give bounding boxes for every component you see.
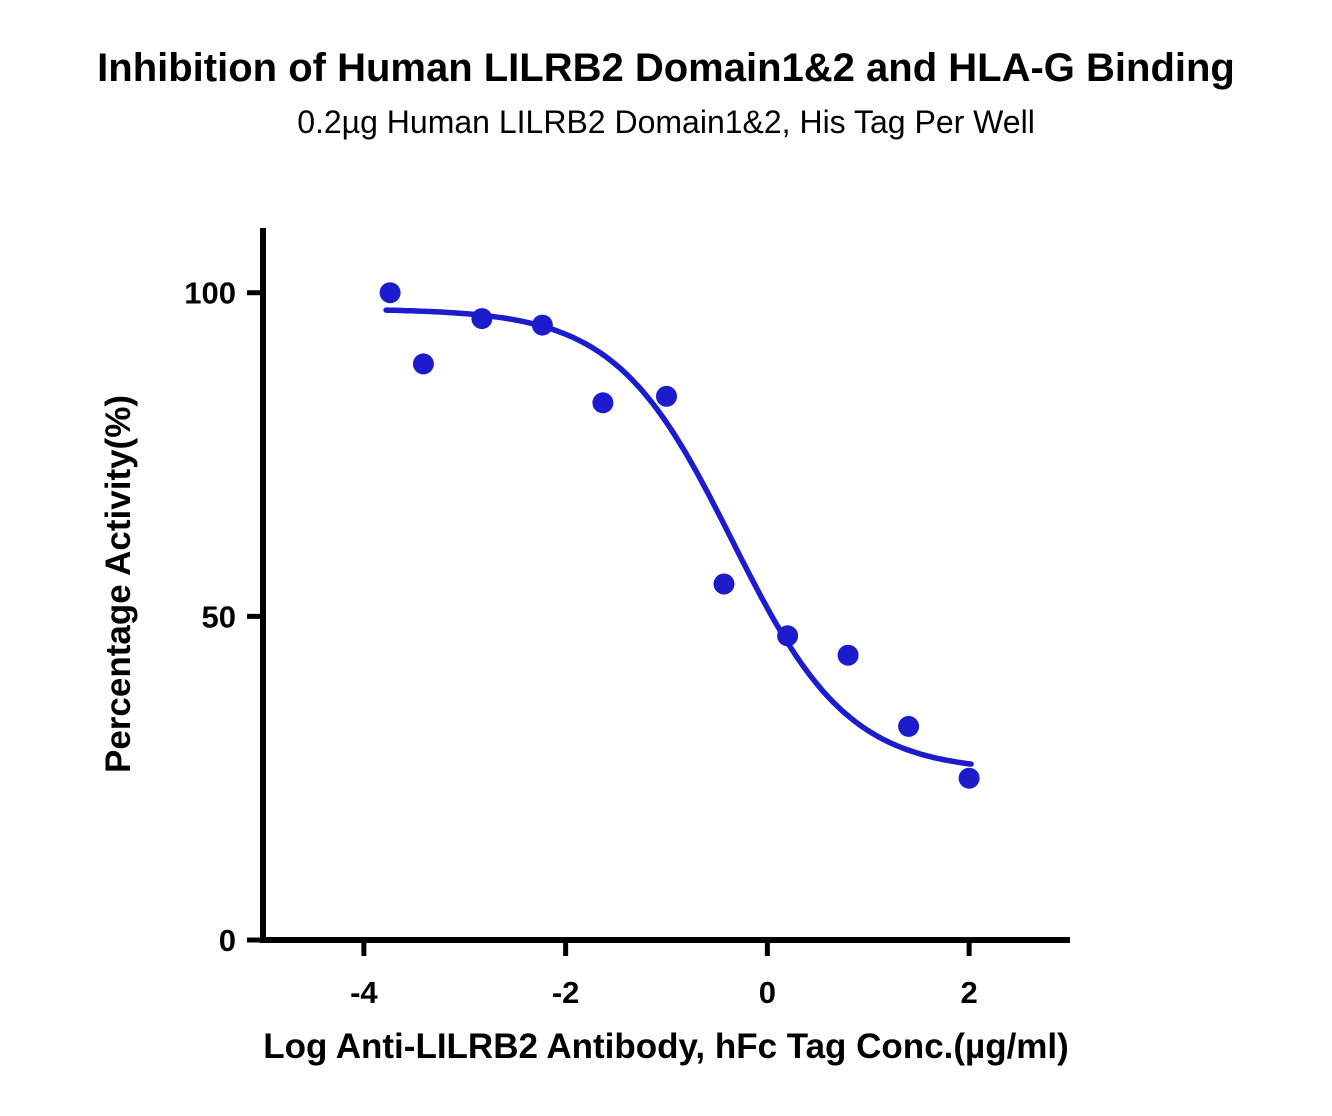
data-point	[471, 308, 493, 330]
y-tick-label: 50	[202, 599, 236, 634]
x-tick-label: -2	[552, 975, 580, 1010]
x-tick-label: 2	[961, 975, 978, 1010]
chart-subtitle: 0.2µg Human LILRB2 Domain1&2, His Tag Pe…	[297, 104, 1035, 140]
data-point	[898, 715, 920, 737]
y-tick-label: 0	[219, 923, 236, 958]
data-point	[656, 385, 677, 407]
y-tick-label: 100	[184, 276, 236, 311]
fit-curve	[383, 307, 974, 767]
x-tick-label: -4	[350, 975, 378, 1010]
data-point	[531, 314, 553, 336]
chart-title: Inhibition of Human LILRB2 Domain1&2 and…	[97, 46, 1235, 90]
data-point	[412, 353, 434, 375]
data-point	[777, 625, 799, 647]
data-point	[837, 644, 859, 666]
x-axis-title: Log Anti-LILRB2 Antibody, hFc Tag Conc.(…	[263, 1027, 1069, 1066]
y-axis-title: Percentage Activity(%)	[99, 395, 138, 773]
data-point	[713, 573, 735, 595]
data-point	[379, 282, 401, 304]
x-tick-label: 0	[759, 975, 776, 1010]
data-point	[592, 392, 614, 414]
data-point	[958, 767, 980, 789]
plot-generated-layer: -4 -2 0 2 0 50 100	[184, 228, 1070, 1010]
